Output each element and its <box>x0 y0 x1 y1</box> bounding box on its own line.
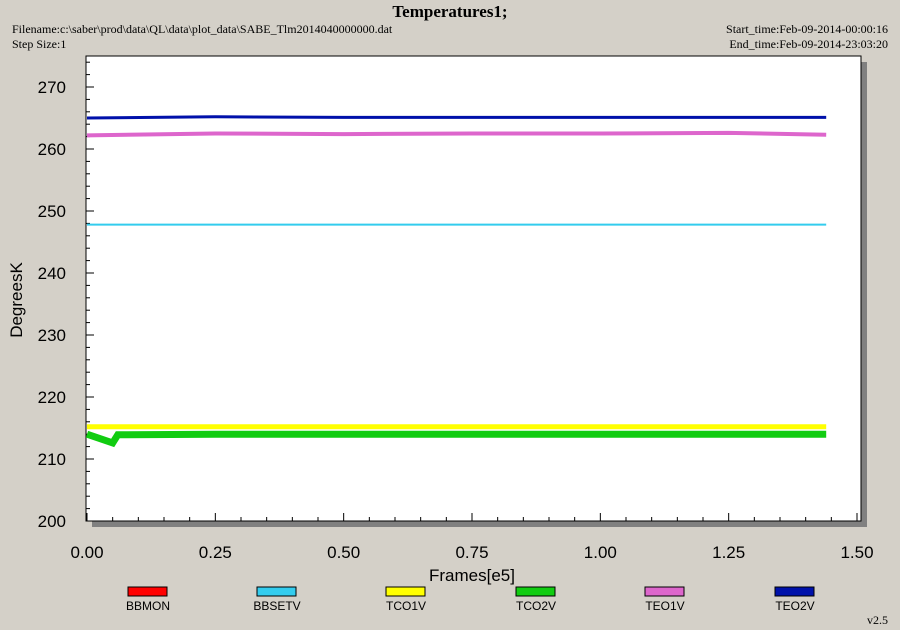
legend-swatch-teo2v <box>774 586 815 597</box>
step-size-label: Step Size:1 <box>12 37 67 51</box>
plot-area <box>85 55 862 522</box>
legend-swatch-teo1v <box>644 586 685 597</box>
filename-label: Filename:c:\saber\prod\data\QL\data\plot… <box>12 22 393 36</box>
series-line-tco2v <box>85 430 827 448</box>
chart-title: Temperatures1; <box>392 2 508 21</box>
end-time-label: End_time:Feb-09-2014-23:03:20 <box>729 37 888 51</box>
legend-swatch-bbmon <box>127 586 168 597</box>
series-line-teo1v <box>86 130 827 138</box>
legend-label-bbmon: BBMON <box>126 599 170 613</box>
x-tick-label: 0.75 <box>455 543 488 562</box>
x-axis-label: Frames[e5] <box>429 566 515 585</box>
y-tick-label: 200 <box>38 512 66 531</box>
y-tick-label: 230 <box>38 326 66 345</box>
legend-label-teo2v: TEO2V <box>775 599 814 613</box>
x-tick-label: 0.50 <box>327 543 360 562</box>
legend-label-bbsetv: BBSETV <box>253 599 300 613</box>
y-tick-label: 270 <box>38 78 66 97</box>
legend-swatch-tco2v <box>515 586 556 597</box>
x-tick-label: 1.25 <box>712 543 745 562</box>
y-axis-label: DegreesK <box>7 262 26 338</box>
version-label: v2.5 <box>867 613 888 627</box>
start-time-label: Start_time:Feb-09-2014-00:00:16 <box>726 22 888 36</box>
x-tick-label: 0.25 <box>199 543 232 562</box>
legend-swatch-bbsetv <box>256 586 297 597</box>
legend-swatch-tco1v <box>385 586 426 597</box>
series-line-teo2v <box>86 115 827 120</box>
x-tick-label: 0.00 <box>70 543 103 562</box>
x-tick-label: 1.00 <box>584 543 617 562</box>
legend-label-tco1v: TCO1V <box>386 599 426 613</box>
y-tick-label: 240 <box>38 264 66 283</box>
y-tick-label: 220 <box>38 388 66 407</box>
y-tick-label: 250 <box>38 202 66 221</box>
legend-label-teo1v: TEO1V <box>645 599 684 613</box>
x-tick-label: 1.50 <box>840 543 873 562</box>
legend-label-tco2v: TCO2V <box>516 599 556 613</box>
y-tick-label: 210 <box>38 450 66 469</box>
y-tick-label: 260 <box>38 140 66 159</box>
